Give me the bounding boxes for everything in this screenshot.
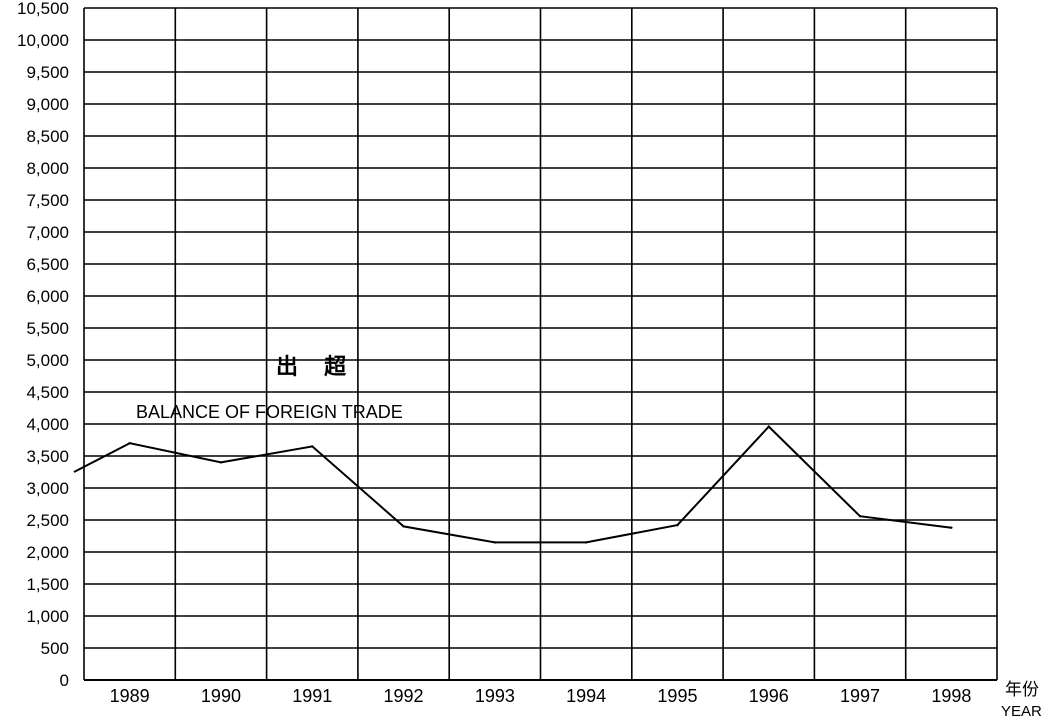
- x-tick-label: 1996: [749, 686, 789, 706]
- y-tick-label: 9,000: [26, 95, 69, 114]
- x-tick-label: 1989: [110, 686, 150, 706]
- y-tick-label: 2,500: [26, 511, 69, 530]
- x-tick-label: 1997: [840, 686, 880, 706]
- x-axis-label-english: YEAR: [1001, 703, 1042, 720]
- x-axis-label-chinese: 年份: [1005, 680, 1039, 699]
- y-tick-label: 6,000: [26, 287, 69, 306]
- data-point: [402, 525, 405, 528]
- x-axis-ticks: 1989 1990 1991 1992 1993 1994 1995 1996 1997 1998: [110, 686, 972, 706]
- y-tick-label: 1,500: [26, 575, 69, 594]
- y-tick-label: 8,000: [26, 159, 69, 178]
- y-tick-label: 7,500: [26, 191, 69, 210]
- data-point: [858, 514, 862, 518]
- x-tick-label: 1991: [292, 686, 332, 706]
- y-tick-label: 7,000: [26, 223, 69, 242]
- series-line-balance-of-foreign-trade: [73, 425, 952, 544]
- x-tick-label: 1990: [201, 686, 241, 706]
- y-tick-label: 6,500: [26, 255, 69, 274]
- chart-title-chinese: 出 超: [276, 354, 356, 379]
- y-tick-label: 8,500: [26, 127, 69, 146]
- y-tick-label: 1,000: [26, 607, 69, 626]
- y-tick-label: 5,000: [26, 351, 69, 370]
- data-point: [219, 461, 223, 464]
- data-point: [767, 425, 770, 428]
- x-tick-label: 1992: [384, 686, 424, 706]
- y-tick-label: 3,500: [26, 447, 69, 466]
- y-tick-label: 5,500: [26, 319, 69, 338]
- y-axis-ticks: 0 500 1,000 1,500 2,000 2,500 3,000 3,500 4,000 4…: [17, 0, 69, 690]
- data-point: [311, 445, 314, 448]
- y-tick-label: 0: [60, 671, 69, 690]
- x-tick-label: 1993: [475, 686, 515, 706]
- data-point: [493, 541, 497, 544]
- data-point: [676, 523, 679, 527]
- series-points: [128, 425, 953, 544]
- y-tick-label: 4,500: [26, 383, 69, 402]
- y-tick-label: 2,000: [26, 543, 69, 562]
- y-tick-label: 500: [41, 639, 69, 658]
- grid: [83, 7, 998, 681]
- x-tick-label: 1995: [657, 686, 697, 706]
- y-tick-label: 10,000: [17, 31, 69, 50]
- x-tick-label: 1994: [566, 686, 606, 706]
- y-tick-label: 10,500: [17, 0, 69, 18]
- y-tick-label: 9,500: [26, 63, 69, 82]
- y-tick-label: 4,000: [26, 415, 69, 434]
- data-point: [128, 442, 131, 445]
- data-point: [584, 541, 588, 544]
- chart-title-english: BALANCE OF FOREIGN TRADE: [136, 402, 403, 422]
- data-point: [950, 526, 953, 529]
- x-tick-label: 1998: [931, 686, 971, 706]
- y-tick-label: 3,000: [26, 479, 69, 498]
